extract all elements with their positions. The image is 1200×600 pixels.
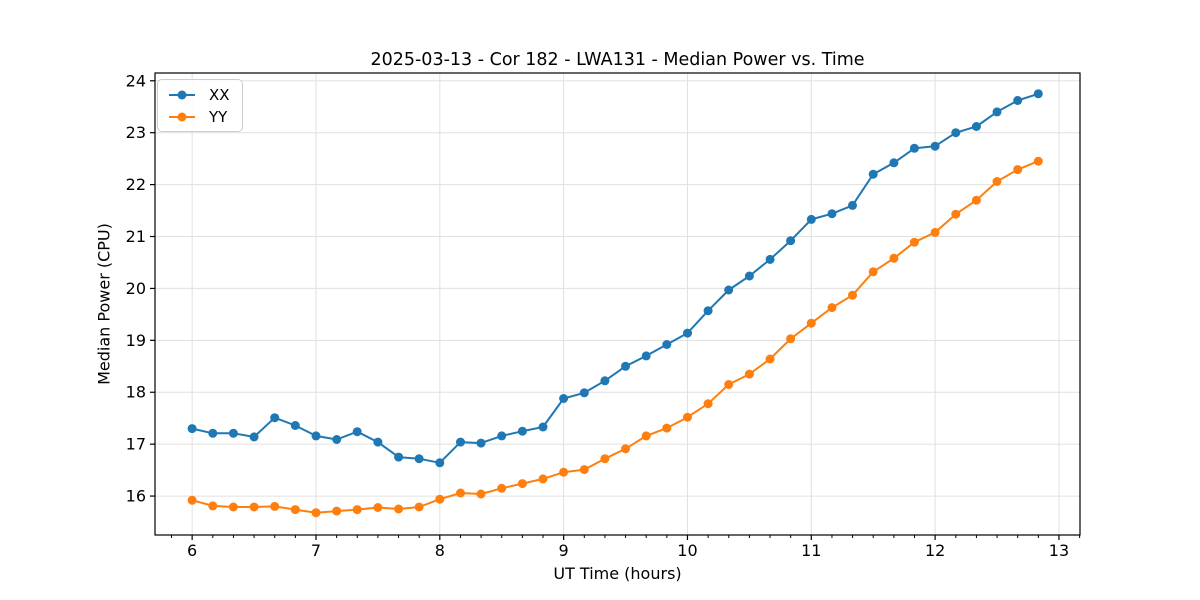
- svg-text:8: 8: [435, 541, 445, 560]
- svg-text:10: 10: [677, 541, 697, 560]
- axes-frame: [154, 72, 1081, 536]
- svg-text:11: 11: [801, 541, 821, 560]
- svg-text:17: 17: [126, 435, 146, 454]
- y-axis-label: Median Power (CPU): [94, 223, 114, 385]
- svg-text:23: 23: [126, 123, 146, 142]
- x-axis-label: UT Time (hours): [553, 564, 682, 583]
- svg-text:20: 20: [126, 279, 146, 298]
- legend-label-yy: YY: [209, 107, 228, 126]
- legend-item-yy: YY: [167, 107, 230, 126]
- series-YY: [187, 156, 1043, 518]
- axis-ticks: [150, 80, 1081, 540]
- svg-text:7: 7: [311, 541, 321, 560]
- svg-text:9: 9: [559, 541, 569, 560]
- legend-line-marker-yy-icon: [169, 112, 195, 121]
- legend-label-xx: XX: [209, 85, 230, 104]
- svg-text:12: 12: [925, 541, 945, 560]
- svg-text:22: 22: [126, 175, 146, 194]
- chart-title: 2025-03-13 - Cor 182 - LWA131 - Median P…: [370, 50, 865, 70]
- legend: XX YY: [157, 79, 243, 132]
- svg-text:18: 18: [126, 383, 146, 402]
- svg-text:6: 6: [187, 541, 197, 560]
- tick-labels: 6 7 8 9 10 11 12 13 16 17 18 19 20 21 22 23 24: [126, 71, 1069, 560]
- legend-item-xx: XX: [167, 85, 230, 104]
- series-XX: [187, 89, 1043, 468]
- svg-text:24: 24: [126, 71, 146, 90]
- svg-text:21: 21: [126, 227, 146, 246]
- svg-text:13: 13: [1049, 541, 1069, 560]
- legend-line-marker-xx-icon: [169, 90, 195, 99]
- svg-text:19: 19: [126, 331, 146, 350]
- svg-text:16: 16: [126, 487, 146, 506]
